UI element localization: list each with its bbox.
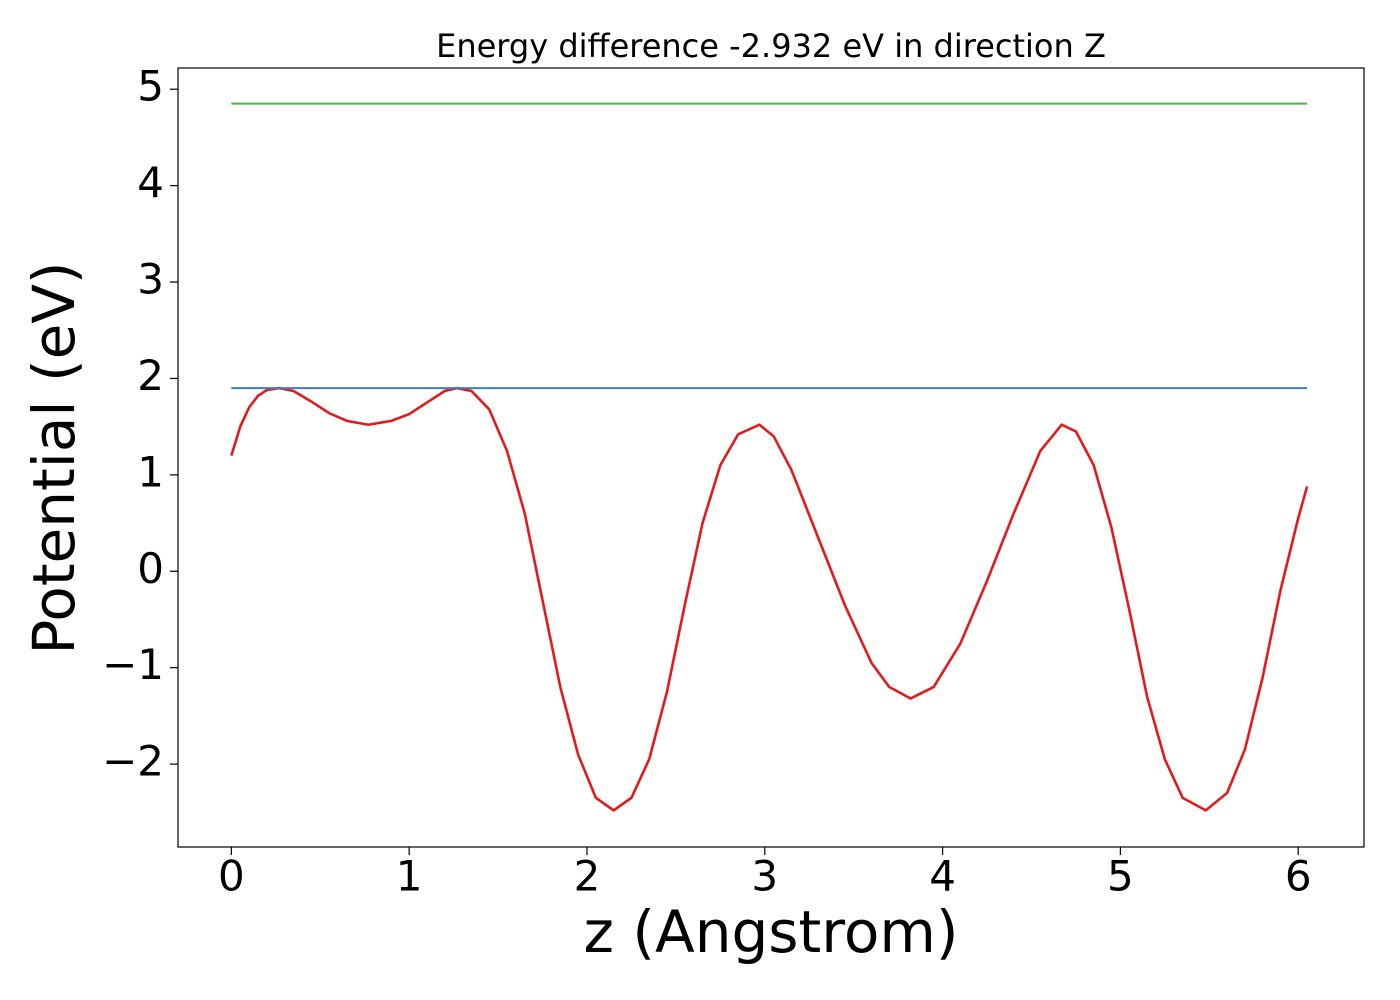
x-tick-label: 4 <box>929 852 956 901</box>
series-line <box>230 386 1309 812</box>
y-tick-label: 1 <box>137 447 164 496</box>
y-tick-label: −1 <box>102 640 164 689</box>
chart-title: Energy difference -2.932 eV in direction… <box>436 27 1106 65</box>
y-tick-label: −2 <box>102 737 164 786</box>
y-tick-label: 4 <box>137 158 164 207</box>
y-tick-label: 5 <box>137 62 164 111</box>
x-tick-label: 5 <box>1107 852 1134 901</box>
x-tick-label: 1 <box>396 852 423 901</box>
y-tick-label: 2 <box>137 351 164 400</box>
x-axis-label: z (Angstrom) <box>584 898 959 966</box>
y-tick-label: 0 <box>137 544 164 593</box>
x-tick-label: 6 <box>1285 852 1312 901</box>
x-tick-label: 0 <box>218 852 245 901</box>
y-tick-label: 3 <box>137 255 164 304</box>
x-tick-label: 3 <box>751 852 778 901</box>
y-axis-label: Potential (eV) <box>20 261 88 654</box>
x-tick-label: 2 <box>574 852 601 901</box>
plot-frame <box>177 67 1365 848</box>
